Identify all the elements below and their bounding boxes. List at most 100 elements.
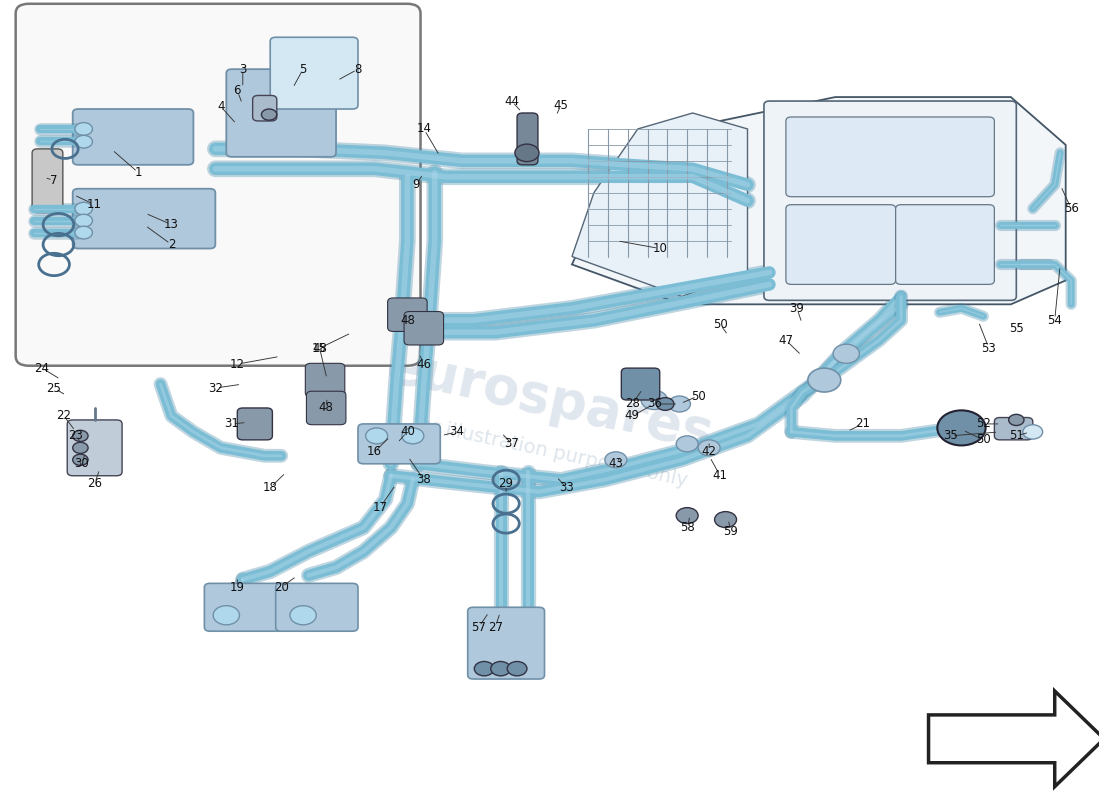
Circle shape xyxy=(73,442,88,454)
Text: 4: 4 xyxy=(217,100,224,113)
Circle shape xyxy=(213,606,240,625)
Circle shape xyxy=(73,430,88,442)
Text: 56: 56 xyxy=(1064,202,1079,215)
Text: 3: 3 xyxy=(239,62,246,76)
FancyBboxPatch shape xyxy=(253,95,277,121)
Text: 45: 45 xyxy=(553,98,569,111)
FancyBboxPatch shape xyxy=(517,113,538,165)
FancyBboxPatch shape xyxy=(73,189,216,249)
Circle shape xyxy=(75,135,92,148)
Text: 10: 10 xyxy=(652,242,668,255)
Text: 21: 21 xyxy=(855,418,870,430)
Text: 15: 15 xyxy=(312,342,327,354)
Text: 11: 11 xyxy=(87,198,102,211)
Text: 55: 55 xyxy=(1009,322,1024,334)
Circle shape xyxy=(715,512,737,527)
FancyBboxPatch shape xyxy=(227,69,336,157)
FancyBboxPatch shape xyxy=(32,149,63,213)
Circle shape xyxy=(1009,414,1024,426)
Text: 44: 44 xyxy=(504,94,519,107)
Text: 23: 23 xyxy=(68,430,84,442)
FancyBboxPatch shape xyxy=(276,583,358,631)
Circle shape xyxy=(75,226,92,239)
Polygon shape xyxy=(572,113,748,296)
Text: 48: 48 xyxy=(312,342,327,354)
Circle shape xyxy=(698,440,720,456)
Text: 46: 46 xyxy=(416,358,431,370)
Text: 48: 48 xyxy=(319,402,333,414)
Text: 18: 18 xyxy=(263,481,277,494)
Text: 40: 40 xyxy=(400,426,415,438)
Text: 16: 16 xyxy=(367,446,382,458)
Text: 41: 41 xyxy=(713,470,727,482)
Text: 22: 22 xyxy=(56,410,72,422)
Text: 51: 51 xyxy=(1009,430,1024,442)
Text: 5: 5 xyxy=(299,62,307,76)
Text: 12: 12 xyxy=(230,358,245,370)
Text: 54: 54 xyxy=(1047,314,1063,326)
Circle shape xyxy=(290,606,317,625)
Text: 36: 36 xyxy=(647,398,662,410)
Polygon shape xyxy=(928,691,1100,786)
Text: eurospares: eurospares xyxy=(382,340,718,460)
Text: 6: 6 xyxy=(233,84,241,97)
Circle shape xyxy=(402,428,424,444)
Polygon shape xyxy=(572,97,1066,304)
Text: 52: 52 xyxy=(976,418,991,430)
Circle shape xyxy=(262,109,277,120)
Circle shape xyxy=(75,122,92,135)
Text: 43: 43 xyxy=(608,458,624,470)
Text: 49: 49 xyxy=(625,410,640,422)
Text: 47: 47 xyxy=(779,334,793,346)
FancyBboxPatch shape xyxy=(621,368,660,400)
Text: 34: 34 xyxy=(449,426,464,438)
Circle shape xyxy=(669,396,691,412)
Text: 32: 32 xyxy=(208,382,223,394)
Text: 17: 17 xyxy=(373,501,387,514)
FancyBboxPatch shape xyxy=(994,418,1033,440)
Text: 20: 20 xyxy=(274,581,288,594)
Text: 48: 48 xyxy=(400,314,415,326)
Text: 33: 33 xyxy=(559,481,574,494)
Text: 24: 24 xyxy=(34,362,50,374)
Circle shape xyxy=(676,508,698,523)
Text: 27: 27 xyxy=(487,621,503,634)
Text: 13: 13 xyxy=(164,218,179,231)
Circle shape xyxy=(474,662,494,676)
FancyBboxPatch shape xyxy=(468,607,544,679)
Text: 29: 29 xyxy=(498,478,514,490)
Circle shape xyxy=(833,344,859,363)
Circle shape xyxy=(515,144,539,162)
Circle shape xyxy=(491,662,510,676)
Text: 57: 57 xyxy=(471,621,486,634)
Text: 9: 9 xyxy=(412,178,420,191)
FancyBboxPatch shape xyxy=(785,117,994,197)
Text: 50: 50 xyxy=(691,390,705,402)
Circle shape xyxy=(75,214,92,227)
FancyBboxPatch shape xyxy=(15,4,420,366)
Text: 19: 19 xyxy=(230,581,245,594)
Circle shape xyxy=(75,202,92,215)
Text: 14: 14 xyxy=(416,122,431,135)
Circle shape xyxy=(365,428,387,444)
Text: 50: 50 xyxy=(713,318,727,330)
Text: 59: 59 xyxy=(724,525,738,538)
Text: 39: 39 xyxy=(790,302,804,315)
FancyBboxPatch shape xyxy=(358,424,440,464)
Text: 35: 35 xyxy=(943,430,958,442)
Text: 8: 8 xyxy=(354,62,362,76)
FancyBboxPatch shape xyxy=(67,420,122,476)
Text: 2: 2 xyxy=(167,238,175,251)
Text: 26: 26 xyxy=(87,478,102,490)
Circle shape xyxy=(507,662,527,676)
Text: for illustration purposes only: for illustration purposes only xyxy=(411,414,689,490)
Circle shape xyxy=(937,410,986,446)
FancyBboxPatch shape xyxy=(205,583,287,631)
FancyBboxPatch shape xyxy=(306,363,344,397)
Text: 50: 50 xyxy=(976,434,991,446)
Text: 53: 53 xyxy=(981,342,997,354)
Circle shape xyxy=(807,368,840,392)
Circle shape xyxy=(657,398,674,410)
Text: 1: 1 xyxy=(135,166,142,179)
FancyBboxPatch shape xyxy=(785,205,895,285)
